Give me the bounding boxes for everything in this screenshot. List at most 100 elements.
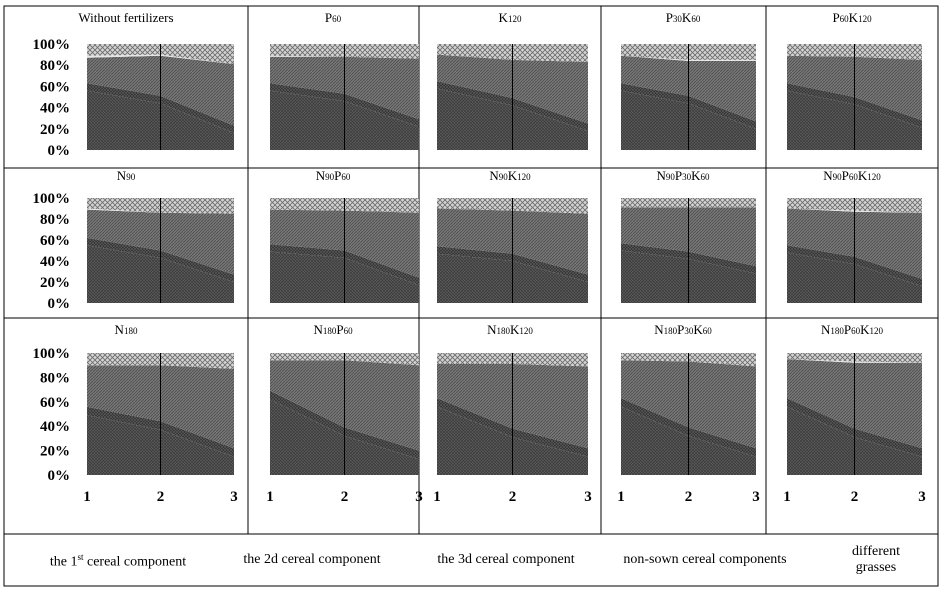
chart-panel: N90K120 [437, 168, 588, 303]
series-area [437, 81, 588, 131]
chart-title: P60 [325, 10, 342, 25]
chart-panel: N180P60 1 2 3 [266, 322, 423, 505]
title-part: 60 [341, 172, 351, 182]
legend: the 1st cereal component the 2d cereal co… [0, 534, 944, 586]
title-part: 90 [499, 172, 509, 182]
chart-title: N90K120 [489, 168, 531, 183]
chart-panel: P60K120 [787, 10, 922, 150]
series-area [270, 390, 419, 460]
chart-title: P60K120 [832, 10, 872, 25]
title-part: 120 [517, 172, 531, 182]
series-area [787, 245, 922, 287]
y-tick-label: 40% [40, 419, 70, 435]
x-tick-label: 2 [851, 489, 859, 505]
y-tick-label: 20% [40, 275, 70, 291]
title-part: 120 [870, 326, 884, 336]
series-area [270, 83, 419, 127]
y-tick-label: 60% [40, 79, 70, 95]
chart-panel: P60 [270, 10, 419, 150]
title-part: N [316, 168, 326, 183]
chart-panel: K120 [437, 10, 588, 150]
x-tick-label: 1 [433, 489, 441, 505]
title-part: K [858, 168, 868, 183]
chart-panel: N90P60 [270, 168, 419, 303]
legend-label: different grasses [852, 544, 900, 575]
chart-panel: N90 100% 80% 60% 40% 20% 0% [33, 168, 234, 312]
legend-label: the 2d cereal component [243, 552, 381, 567]
title-part: 60 [701, 172, 711, 182]
x-tick-label: 2 [685, 489, 693, 505]
title-part: P [832, 10, 839, 25]
series-area [621, 83, 756, 129]
charts-layer: Without fertilizers100%80%60%40%20%0%P60… [33, 10, 926, 505]
legend-item: non-sown cereal components [600, 534, 810, 586]
y-tick-label: 40% [40, 254, 70, 270]
title-part: K [860, 322, 870, 337]
title-part: N [821, 322, 831, 337]
y-tick-label: 100% [33, 191, 71, 207]
chart-panel: N180P30K60 1 2 3 [617, 322, 760, 505]
series-area [270, 55, 419, 59]
title-part: 180 [664, 326, 678, 336]
series-area [787, 398, 922, 457]
title-part: K [682, 10, 692, 25]
series-area [437, 246, 588, 282]
title-part: 60 [851, 326, 861, 336]
x-tick-label: 2 [509, 489, 517, 505]
title-part: 30 [673, 14, 683, 24]
legend-item: the 1st cereal component [20, 534, 216, 586]
chart-title: N180P60K120 [821, 322, 884, 337]
title-part: P [336, 322, 343, 337]
chart-title: N180P60 [313, 322, 353, 337]
chart-title: Without fertilizers [78, 10, 173, 25]
x-tick-label: 2 [341, 489, 349, 505]
title-part: K [510, 322, 520, 337]
chart-title: K120 [499, 10, 522, 25]
title-part: K [499, 10, 509, 25]
chart-panel: N90P60K120 [787, 168, 922, 303]
title-part: 90 [666, 172, 676, 182]
series-area [270, 244, 419, 286]
title-part: P [842, 168, 849, 183]
title-part: K [849, 10, 859, 25]
title-part: 60 [849, 172, 859, 182]
chart-title: N180K120 [487, 322, 533, 337]
title-part: K [508, 168, 518, 183]
y-tick-label: 80% [40, 370, 70, 386]
title-part: 180 [323, 326, 337, 336]
title-part: K [691, 168, 701, 183]
title-part: N [313, 322, 323, 337]
chart-panel: N180K120 1 2 3 [433, 322, 592, 505]
title-part: N [115, 322, 125, 337]
title-part: 120 [519, 326, 533, 336]
chart-title: N180 [115, 322, 138, 337]
x-tick-label: 3 [752, 489, 760, 505]
chart-title: N90P30K60 [656, 168, 710, 183]
chart-panel: N90P30K60 [621, 168, 756, 303]
title-part: 90 [833, 172, 843, 182]
chart-title: N90P60 [316, 168, 351, 183]
chart-title: P30K60 [666, 10, 701, 25]
title-part: 120 [858, 14, 872, 24]
title-part: 30 [682, 172, 692, 182]
title-part: 60 [703, 326, 713, 336]
series-area [87, 54, 234, 65]
title-part: P [844, 322, 851, 337]
title-part: 90 [325, 172, 335, 182]
legend-item: the 2d cereal component [220, 534, 404, 586]
chart-panel: P30K60 [621, 10, 756, 150]
x-tick-label: 2 [157, 489, 165, 505]
legend-label: non-sown cereal components [623, 552, 787, 567]
title-part: 120 [508, 14, 522, 24]
chart-panel: N180P60K120 1 2 3 [783, 322, 926, 505]
series-area [87, 406, 234, 457]
x-tick-label: 3 [918, 489, 926, 505]
x-tick-label: 1 [783, 489, 791, 505]
legend-item: different grasses [846, 534, 906, 586]
legend-label: the 1st cereal component [49, 552, 187, 570]
title-part: N [489, 168, 499, 183]
x-tick-label: 3 [415, 489, 423, 505]
y-tick-label: 20% [40, 122, 70, 138]
table-border [3, 5, 939, 587]
title-part: 180 [830, 326, 844, 336]
